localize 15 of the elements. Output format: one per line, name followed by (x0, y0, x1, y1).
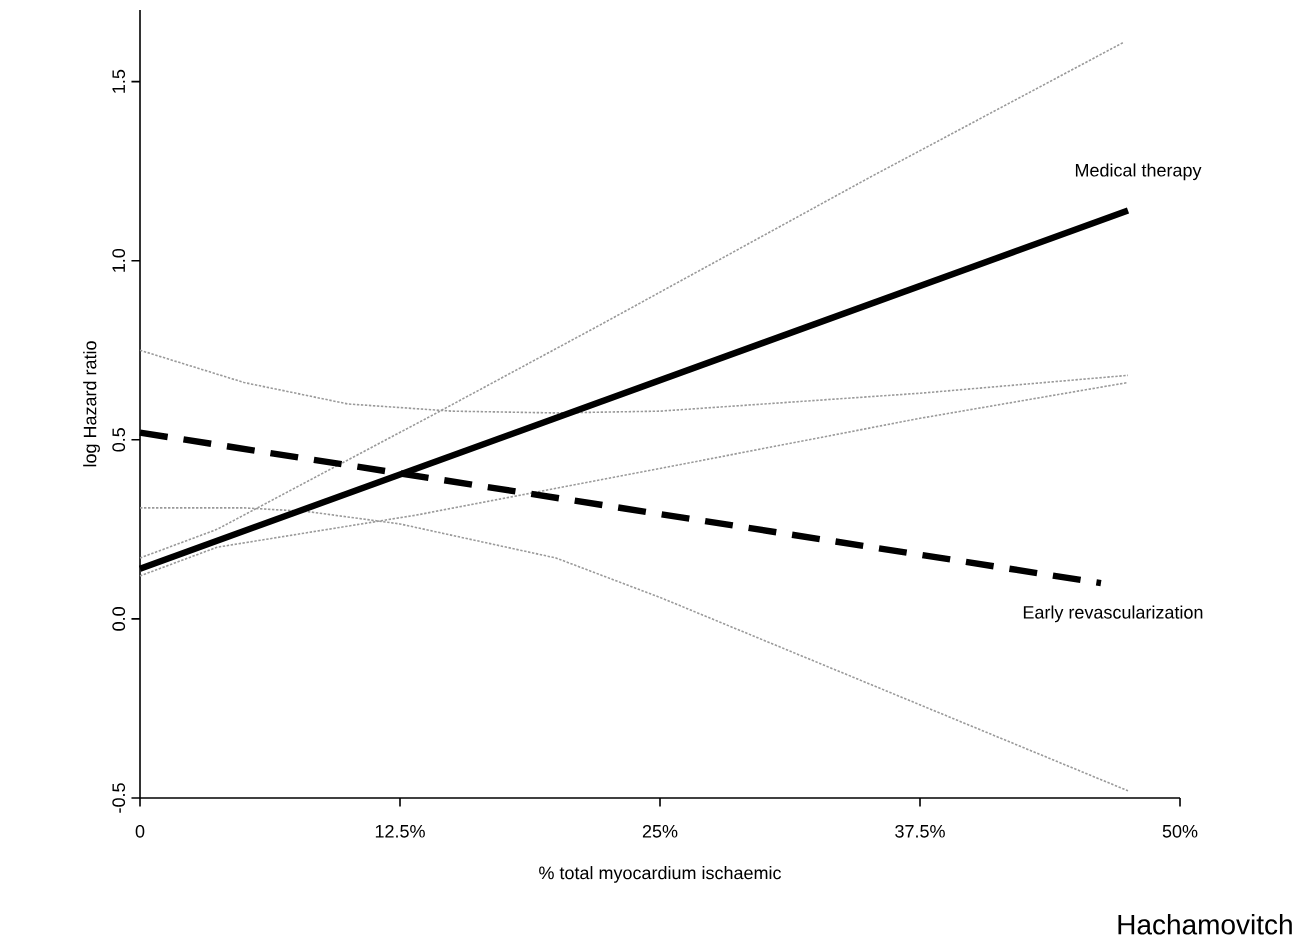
text: Hachamovitch (1118, 914, 1292, 935)
y-tick-label: 1.0 (112, 248, 126, 272)
x-tick-label: 25% (642, 824, 678, 838)
x-tick-label: 12.5% (375, 824, 425, 838)
x-axis-title: % total myocardium ischaemic (539, 866, 782, 883)
y-tick-label: 1.5 (112, 69, 126, 93)
x-tick-label: 37.5% (895, 824, 945, 838)
text: Medical therapy (1075, 163, 1202, 181)
series-label: Early revascularization (1023, 605, 1203, 623)
y-tick-label: -0.5 (112, 783, 126, 813)
y-tick-label: 0.5 (112, 428, 126, 452)
y-tick-label: 0.0 (112, 607, 126, 631)
x-tick-label: 0 (135, 824, 145, 838)
y-axis-title: log Hazard ratio (83, 341, 100, 467)
x-tick-label: 50% (1162, 824, 1198, 838)
